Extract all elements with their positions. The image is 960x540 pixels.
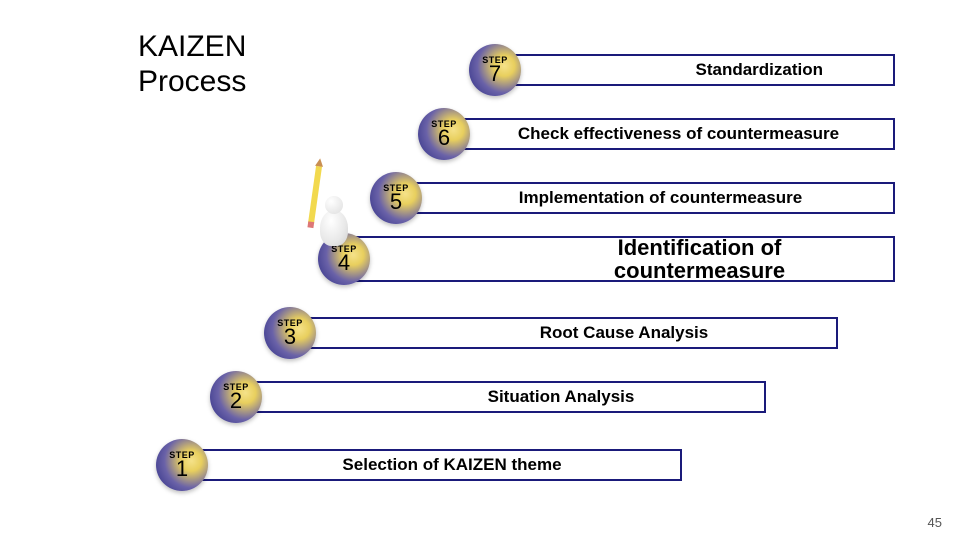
step-bar-2: Situation Analysis — [236, 381, 766, 413]
step-bar-label: Root Cause Analysis — [540, 323, 708, 343]
step-bar-7: Standardization — [495, 54, 895, 86]
step-bar-label: Standardization — [695, 60, 823, 80]
step-number: 7 — [489, 63, 501, 85]
step-bar-1: Selection of KAIZEN theme — [182, 449, 682, 481]
step-number: 1 — [176, 458, 188, 480]
step-ball-5: STEP5 — [370, 172, 422, 224]
step-ball-7: STEP7 — [469, 44, 521, 96]
step-number: 2 — [230, 390, 242, 412]
step-bar-5: Implementation of countermeasure — [396, 182, 895, 214]
diagram-title: KAIZEN Process — [138, 30, 246, 99]
step-number: 5 — [390, 191, 402, 213]
pencil-figure-icon — [320, 210, 348, 246]
step-number: 6 — [438, 127, 450, 149]
step-bar-label: Identification of countermeasure — [614, 236, 785, 282]
step-bar-label: Situation Analysis — [488, 387, 635, 407]
step-ball-3: STEP3 — [264, 307, 316, 359]
step-ball-2: STEP2 — [210, 371, 262, 423]
step-bar-3: Root Cause Analysis — [290, 317, 838, 349]
step-ball-6: STEP6 — [418, 108, 470, 160]
step-bar-label: Selection of KAIZEN theme — [342, 455, 561, 475]
step-number: 3 — [284, 326, 296, 348]
step-bar-4: Identification of countermeasure — [344, 236, 895, 282]
step-bar-label: Check effectiveness of countermeasure — [518, 124, 839, 144]
step-ball-1: STEP1 — [156, 439, 208, 491]
step-bar-label: Implementation of countermeasure — [519, 188, 802, 208]
page-number: 45 — [928, 515, 942, 530]
step-bar-6: Check effectiveness of countermeasure — [444, 118, 895, 150]
step-number: 4 — [338, 252, 350, 274]
